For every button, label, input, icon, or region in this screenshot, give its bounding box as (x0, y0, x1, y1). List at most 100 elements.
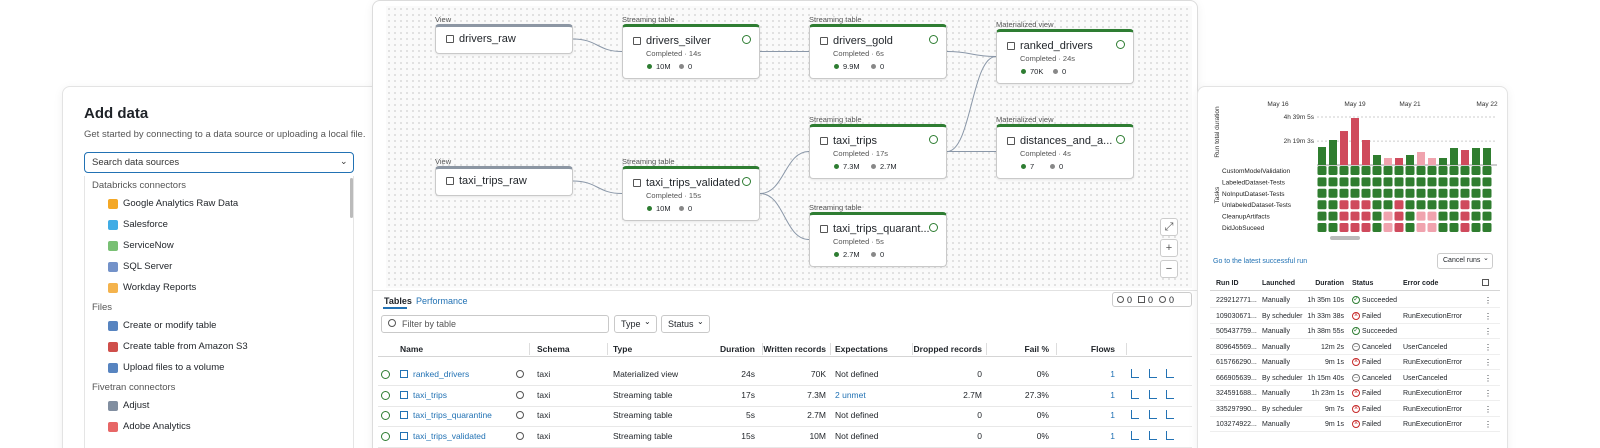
row-menu[interactable]: ⋮ (1484, 358, 1492, 367)
x-tick-label: May 19 (1344, 101, 1366, 108)
cell: Streaming table (613, 410, 673, 421)
action-icon[interactable] (1166, 430, 1174, 440)
status-icon: × (1352, 420, 1360, 428)
edge (572, 180, 623, 194)
filter-placeholder: Filter by table (402, 319, 457, 329)
node-kind: View (435, 157, 452, 166)
cell[interactable]: 2 unmet (835, 389, 866, 400)
zoom-button[interactable]: + (1160, 239, 1178, 257)
tasks-label: Tasks (1214, 186, 1221, 203)
tab[interactable]: Tables (384, 296, 412, 306)
connector-item[interactable]: Upload files to a volume (123, 362, 225, 373)
cell[interactable]: 1 (1110, 389, 1115, 400)
item-icon (108, 241, 118, 251)
node-status: Completed · 24s (1020, 54, 1076, 63)
cell: 2.7M (963, 389, 982, 400)
count-icon (1117, 296, 1124, 303)
connector-item[interactable]: Workday Reports (123, 282, 197, 293)
row-menu[interactable]: ⋮ (1484, 389, 1492, 398)
status-icon: × (1352, 358, 1360, 366)
cancel-label: Cancel runs (1443, 257, 1481, 264)
connector-item[interactable]: Adjust (123, 400, 150, 411)
cell[interactable]: 1 (1110, 369, 1115, 379)
connector-item[interactable]: Create table from Amazon S3 (123, 341, 248, 352)
action-icon[interactable] (1149, 369, 1157, 378)
node-card[interactable] (435, 24, 573, 54)
cell[interactable]: taxi_trips_validated (413, 430, 486, 441)
node-card[interactable] (622, 24, 760, 79)
connector-item[interactable]: Salesforce (123, 219, 168, 230)
node-card[interactable] (809, 212, 947, 267)
action-icon[interactable] (1131, 410, 1139, 420)
col-sep (1056, 343, 1057, 355)
settings-icon[interactable] (1482, 279, 1489, 286)
cell[interactable]: taxi_trips (413, 389, 448, 400)
node-card[interactable] (996, 29, 1134, 84)
node-card[interactable] (622, 166, 760, 221)
action-icon[interactable] (1131, 430, 1139, 440)
node-name: drivers_gold (833, 35, 893, 47)
task-cell (1427, 177, 1437, 187)
cell: 0% (1036, 369, 1049, 379)
tab[interactable]: Performance (416, 296, 468, 306)
column-header: Run ID (1216, 280, 1239, 287)
task-cell (1328, 223, 1338, 232)
cell[interactable]: taxi_trips_quarantine (413, 410, 492, 421)
action-icon[interactable] (1149, 410, 1157, 420)
cell: 15s (741, 430, 755, 441)
action-icon[interactable] (1149, 430, 1157, 440)
action-icon[interactable] (1131, 389, 1139, 399)
filter-button[interactable] (614, 315, 657, 333)
cell: 10M (809, 430, 826, 441)
node-dropped: 0 (880, 62, 885, 71)
dot-records (1021, 69, 1026, 74)
action-icon[interactable] (1166, 389, 1174, 399)
node-card[interactable] (809, 24, 947, 79)
action-icon[interactable] (1131, 369, 1139, 378)
task-cell (1438, 200, 1448, 210)
row-menu[interactable]: ⋮ (1484, 342, 1492, 352)
filter-button[interactable] (661, 315, 710, 333)
row-menu[interactable]: ⋮ (1484, 311, 1492, 321)
cell[interactable]: 1 (1110, 410, 1115, 421)
cell[interactable]: 1 (1110, 430, 1115, 441)
connector-item[interactable]: Google Analytics Raw Data (123, 198, 239, 209)
action-icon[interactable] (1166, 410, 1174, 420)
dot-records (647, 64, 652, 69)
filter-label: Type (621, 319, 641, 329)
edge (759, 193, 810, 240)
task-cell (1460, 166, 1470, 175)
column-header: Launched (1262, 280, 1296, 287)
node-card[interactable] (435, 166, 573, 196)
cell: 505437759... (1216, 328, 1257, 335)
row-menu[interactable]: ⋮ (1484, 296, 1492, 305)
node-card[interactable] (996, 124, 1134, 179)
cell: RunExecutionError (1403, 421, 1463, 428)
search-box[interactable] (84, 152, 354, 173)
node-card[interactable] (809, 124, 947, 179)
row-line (1210, 353, 1500, 355)
cell[interactable]: ranked_drivers (413, 369, 470, 379)
cell: 666905639... (1216, 374, 1257, 382)
task-name: CleanupArtifacts (1222, 214, 1270, 221)
row-menu[interactable]: ⋮ (1484, 404, 1492, 414)
zoom-button[interactable]: ⤢ (1160, 218, 1178, 236)
filter-input[interactable] (381, 315, 609, 333)
connector-item[interactable]: SQL Server (123, 261, 173, 272)
row-status (381, 390, 390, 400)
connector-item[interactable]: Adobe Analytics (123, 421, 191, 432)
task-cell (1383, 211, 1393, 221)
cancel-button[interactable] (1437, 253, 1493, 269)
task-cell (1460, 200, 1470, 210)
row-menu[interactable]: ⋮ (1484, 327, 1492, 336)
action-icon[interactable] (1166, 369, 1174, 378)
action-icon[interactable] (1149, 389, 1157, 399)
connector-item[interactable]: Create or modify table (123, 320, 217, 331)
latest-run-link[interactable]: Go to the latest successful run (1213, 258, 1308, 265)
cell: 7.3M (807, 389, 826, 400)
row-menu[interactable]: ⋮ (1484, 373, 1492, 383)
zoom-button[interactable]: − (1160, 260, 1178, 278)
item-icon (108, 262, 118, 272)
connector-item[interactable]: ServiceNow (123, 240, 174, 251)
row-menu[interactable]: ⋮ (1484, 420, 1492, 429)
